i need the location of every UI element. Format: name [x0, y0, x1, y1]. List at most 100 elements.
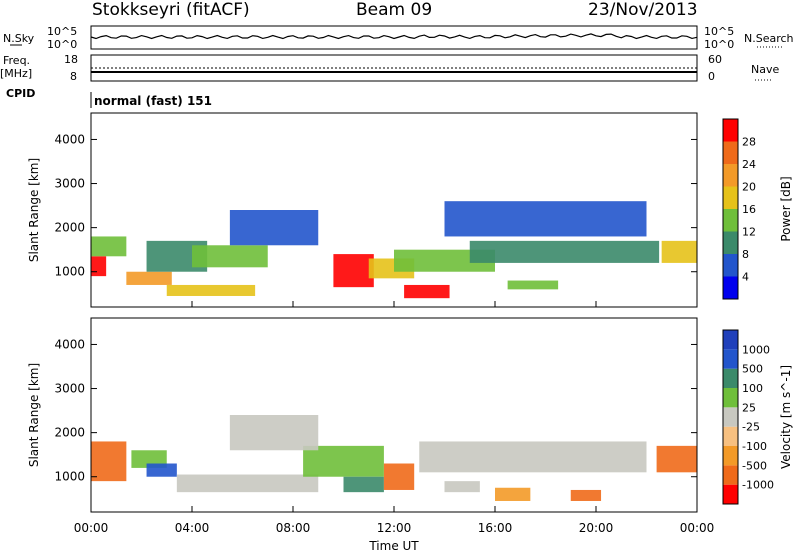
velocity-colorbar-frame [722, 329, 739, 505]
velocity-colorbar-tick-3: 25 [742, 401, 756, 414]
power-ytick-label-0: 1000 [54, 265, 85, 279]
velocity-colorbar-tick-2: 100 [742, 382, 763, 395]
power-colorbar-tick-0: 28 [742, 136, 756, 149]
power-colorbar-tick-6: 4 [742, 271, 749, 284]
nsky-top-tick: 10^5 [47, 25, 78, 38]
freq-top-tick: 18 [64, 53, 78, 66]
velocity-data-region-2 [146, 463, 177, 477]
freq-bottom-tick: 8 [70, 70, 77, 83]
cpid-mode-text: normal (fast) 151 [94, 94, 212, 108]
xtick-label-5: 20:00 [579, 521, 614, 535]
velocity-ytick-label-2: 3000 [54, 382, 85, 396]
power-data-region-0 [91, 256, 107, 277]
velocity-data-region-4 [303, 445, 384, 477]
power-colorbar-tick-5: 8 [742, 248, 749, 261]
velocity-data-region-6 [383, 463, 415, 490]
xtick-label-3: 12:00 [377, 521, 412, 535]
velocity-data-region-7 [419, 441, 647, 473]
velocity-colorbar-swatch-4 [723, 407, 738, 427]
power-data-region-5 [192, 245, 268, 268]
power-colorbar-tick-3: 16 [742, 203, 756, 216]
velocity-data-region-12 [229, 415, 319, 451]
nsky-trace [90, 33, 698, 40]
xaxis-label: Time UT [368, 539, 419, 553]
power-colorbar-swatch-2 [723, 231, 738, 254]
power-data-region-8 [404, 284, 450, 299]
power-data-region-4 [166, 284, 256, 296]
velocity-colorbar-swatch-6 [723, 368, 738, 388]
power-colorbar-tick-4: 12 [742, 226, 756, 239]
velocity-colorbar-swatch-2 [723, 446, 738, 466]
nsky-frame [90, 25, 698, 50]
nsky-label: N.Sky [3, 32, 35, 45]
nave-label: Nave [751, 63, 780, 76]
velocity-data-region-11 [656, 445, 697, 473]
xtick-label-1: 04:00 [175, 521, 210, 535]
velocity-colorbar-swatch-0 [723, 484, 738, 504]
power-colorbar-tick-1: 24 [742, 158, 756, 171]
velocity-colorbar-swatch-3 [723, 426, 738, 446]
power-colorbar-swatch-6 [723, 141, 738, 164]
beam-title: Beam 09 [356, 0, 433, 20]
power-data-region-14 [229, 210, 319, 246]
nsearch-top-tick: 10^5 [704, 25, 735, 38]
velocity-colorbar-tick-4: -25 [742, 421, 760, 434]
xtick-label-4: 16:00 [478, 521, 513, 535]
velocity-ytick-label-0: 1000 [54, 470, 85, 484]
power-colorbar-swatch-1 [723, 254, 738, 277]
power-ylabel: Slant Range [km] [27, 158, 41, 262]
xtick-label-0: 00:00 [74, 521, 109, 535]
velocity-colorbar-tick-1: 500 [742, 363, 763, 376]
freq-label: Freq. [3, 54, 31, 67]
power-data-region-13 [444, 201, 647, 237]
power-colorbar-swatch-7 [723, 119, 738, 142]
velocity-colorbar-tick-0: 1000 [742, 343, 770, 356]
nave-top-tick: 60 [708, 53, 722, 66]
nsearch-bottom-tick: 10^0 [704, 38, 735, 51]
nsearch-label: N.Search [744, 32, 794, 45]
velocity-data-region-9 [495, 487, 531, 501]
power-ytick-label-3: 4000 [54, 132, 85, 146]
power-data-region-6 [333, 254, 374, 288]
power-ytick-label-1: 2000 [54, 221, 85, 235]
power-colorbar-swatch-0 [723, 276, 738, 299]
power-colorbar-swatch-4 [723, 186, 738, 209]
velocity-colorbar-swatch-1 [723, 465, 738, 485]
velocity-colorbar-tick-5: -100 [742, 440, 767, 453]
power-data-region-12 [661, 240, 697, 263]
power-colorbar-swatch-5 [723, 164, 738, 187]
velocity-colorbar-swatch-7 [723, 349, 738, 369]
velocity-data-region-8 [444, 481, 480, 493]
xtick-label-2: 08:00 [276, 521, 311, 535]
velocity-colorbar-swatch-8 [723, 330, 738, 350]
station-title: Stokkseyri (fitACF) [92, 0, 250, 20]
power-data-region-10 [469, 240, 660, 263]
power-colorbar-frame [722, 118, 739, 300]
velocity-colorbar-swatch-5 [723, 388, 738, 408]
power-data-region-11 [507, 280, 559, 290]
velocity-ylabel: Slant Range [km] [27, 363, 41, 467]
velocity-colorbar-tick-7: -1000 [742, 479, 774, 492]
power-colorbar-swatch-3 [723, 209, 738, 232]
cpid-label: CPID [6, 87, 36, 100]
freq-frame [90, 54, 698, 82]
power-ytick-label-2: 3000 [54, 177, 85, 191]
nsky-bottom-tick: 10^0 [47, 38, 78, 51]
velocity-colorbar-tick-6: -500 [742, 459, 767, 472]
velocity-colorbar-label: Velocity [m s^-1] [779, 365, 793, 469]
freq-unit-label: [MHz] [0, 67, 33, 80]
date-title: 23/Nov/2013 [588, 0, 698, 20]
power-colorbar-label: Power [dB] [779, 176, 793, 241]
velocity-data-region-5 [343, 476, 384, 493]
power-colorbar-tick-2: 20 [742, 181, 756, 194]
velocity-ytick-label-3: 4000 [54, 337, 85, 351]
velocity-data-region-0 [91, 441, 127, 482]
velocity-data-region-3 [176, 474, 319, 493]
velocity-ytick-label-1: 2000 [54, 426, 85, 440]
nave-bottom-tick: 0 [708, 70, 715, 83]
power-data-region-1 [91, 236, 127, 257]
xtick-label-6: 00:00 [680, 521, 715, 535]
power-data-region-2 [126, 271, 172, 285]
velocity-data-region-10 [570, 489, 602, 501]
